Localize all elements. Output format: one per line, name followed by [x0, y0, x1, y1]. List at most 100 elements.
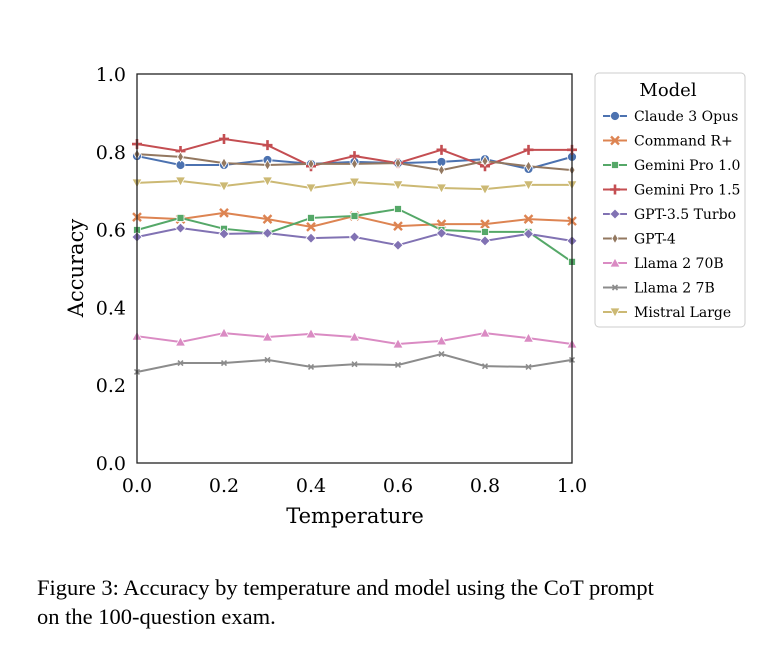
plot-frame — [136, 73, 573, 464]
data-point — [305, 183, 317, 194]
data-point — [348, 331, 361, 342]
y-tick-label: 1.0 — [96, 64, 126, 86]
data-point — [306, 222, 316, 232]
y-tick-label: 0.0 — [96, 453, 126, 475]
legend-marker — [611, 161, 619, 169]
plot-marks — [131, 133, 578, 376]
y-axis-label: Accuracy — [64, 219, 88, 319]
data-point — [261, 331, 274, 342]
data-point — [219, 133, 229, 144]
legend-item: GPT-3.5 Turbo — [603, 207, 736, 223]
data-point — [220, 157, 228, 169]
data-point — [351, 158, 358, 170]
data-point — [394, 157, 402, 169]
data-point — [176, 214, 185, 222]
x-tick-label: 0.6 — [383, 475, 413, 497]
data-point — [393, 221, 403, 231]
data-point — [436, 144, 447, 155]
data-point — [479, 327, 491, 338]
data-point — [522, 228, 535, 240]
legend-marker — [610, 184, 620, 195]
data-point — [392, 338, 404, 349]
data-point — [177, 151, 184, 163]
data-point — [177, 359, 184, 367]
data-point — [392, 239, 404, 251]
legend-label: Command R+ — [634, 134, 733, 150]
legend-item: Gemini Pro 1.0 — [603, 158, 740, 174]
axis-ticks: 0.0 0.2 0.4 0.6 0.8 1.0 0.0 0.2 0.4 0.6 0.8 1.0 — [96, 64, 587, 497]
legend-item: Command R+ — [603, 134, 733, 150]
x-tick-label: 0.4 — [296, 475, 326, 497]
y-tick-label: 0.6 — [96, 220, 126, 242]
data-point — [392, 180, 404, 191]
data-point — [350, 212, 359, 220]
data-point — [525, 363, 532, 370]
legend-label: Gemini Pro 1.0 — [634, 158, 740, 174]
figure-caption: Figure 3: Accuracy by temperature and mo… — [37, 575, 654, 629]
data-point — [218, 181, 230, 192]
legend-label: Gemini Pro 1.5 — [634, 183, 740, 199]
y-tick-label: 0.2 — [96, 375, 126, 397]
data-point — [305, 232, 317, 244]
y-tick-label: 0.8 — [96, 142, 126, 164]
data-point — [351, 361, 358, 368]
data-point — [220, 359, 228, 367]
legend-item: GPT-4 — [603, 232, 676, 248]
data-point — [394, 205, 402, 213]
data-point — [264, 356, 271, 363]
data-point — [262, 214, 273, 224]
legend-label: GPT-4 — [634, 232, 676, 248]
data-point — [174, 222, 187, 234]
data-point — [394, 361, 402, 369]
data-point — [307, 363, 315, 370]
legend: Model Claude 3 Opus Command R+ Gemini Pro … — [594, 72, 746, 328]
data-point — [348, 231, 361, 243]
legend-label: Claude 3 Opus — [634, 109, 738, 125]
data-point — [307, 158, 315, 170]
data-point — [307, 214, 315, 222]
data-point — [435, 227, 448, 239]
legend-item: Gemini Pro 1.5 — [603, 183, 740, 199]
x-tick-label: 0.0 — [122, 475, 152, 497]
data-point — [305, 328, 317, 339]
data-point — [481, 228, 489, 236]
series-line — [136, 353, 573, 373]
legend-label: Llama 2 70B — [634, 256, 724, 272]
data-point — [261, 227, 274, 239]
x-tick-label: 0.8 — [470, 475, 500, 497]
data-point — [264, 159, 271, 171]
x-tick-label: 1.0 — [557, 475, 587, 497]
legend-marker — [609, 257, 621, 268]
data-point — [174, 176, 187, 187]
legend-label: Mistral Large — [634, 305, 731, 321]
data-point — [479, 184, 491, 195]
legend-item: Claude 3 Opus — [603, 109, 738, 125]
legend-marker — [610, 111, 620, 121]
data-point — [438, 164, 445, 176]
legend-label: GPT-3.5 Turbo — [634, 207, 736, 223]
data-point — [525, 160, 532, 172]
legend-label: Llama 2 7B — [634, 281, 715, 297]
data-point — [438, 351, 445, 358]
data-point — [522, 332, 535, 343]
data-point — [481, 155, 489, 167]
data-point — [261, 176, 274, 187]
y-tick-label: 0.4 — [96, 297, 126, 319]
data-point — [218, 228, 230, 240]
data-point — [523, 214, 534, 224]
legend-marker — [609, 208, 621, 220]
legend-item: Llama 2 70B — [603, 256, 724, 272]
data-point — [435, 335, 448, 346]
data-point — [219, 208, 229, 218]
legend-marker — [610, 135, 620, 146]
legend-marker — [611, 232, 619, 245]
data-point — [523, 144, 534, 155]
legend-item: Mistral Large — [603, 305, 731, 321]
legend-box — [594, 72, 746, 328]
legend-item: Llama 2 7B — [603, 281, 715, 297]
data-point — [174, 336, 187, 347]
data-point — [479, 235, 491, 247]
data-point — [348, 177, 361, 188]
data-point — [480, 219, 490, 230]
data-point — [481, 363, 489, 370]
